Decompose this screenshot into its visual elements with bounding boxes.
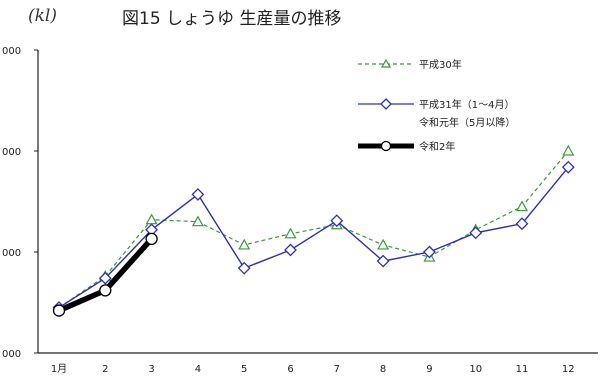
data-point	[377, 238, 390, 250]
y-tick-label: 000	[2, 248, 21, 259]
series-3	[52, 232, 158, 317]
data-point	[330, 214, 344, 228]
data-point	[284, 227, 297, 239]
legend-label-h31: 平成31年（1～4月）	[419, 98, 514, 111]
x-tick-label: 5	[241, 364, 247, 375]
legend-marker-h31	[380, 98, 392, 110]
legend-item-h30: 平成30年	[358, 58, 462, 71]
x-tick-label: 6	[287, 364, 293, 375]
data-point	[52, 304, 66, 317]
x-tick-label: 1月	[51, 363, 67, 375]
data-point	[562, 144, 575, 156]
y-tick-label: 000	[2, 349, 21, 360]
x-tick-label: 4	[195, 364, 201, 375]
x-tick-label: 9	[426, 364, 432, 375]
x-tick-label: 11	[516, 364, 529, 375]
legend-item-h31: 平成31年（1～4月） 令和元年（5月以降）	[358, 98, 515, 129]
x-tick-label: 2	[102, 364, 108, 375]
legend-label-r2: 令和2年	[419, 140, 455, 153]
series-layer	[52, 144, 575, 317]
data-point	[422, 245, 436, 259]
legend-marker-r2	[380, 140, 392, 152]
legend-marker-h30	[380, 58, 392, 68]
legend: 平成30年 平成31年（1～4月） 令和元年（5月以降） 令和2年	[358, 58, 515, 153]
data-point	[561, 160, 575, 174]
data-point	[237, 261, 251, 275]
data-point	[191, 188, 205, 201]
data-point	[191, 215, 204, 227]
data-point	[515, 217, 529, 231]
data-point	[515, 200, 529, 212]
data-point	[376, 254, 390, 268]
axes	[37, 50, 598, 354]
x-tick-label: 3	[148, 364, 154, 375]
x-ticks: 1月 2 3 4 5 6 7 8 9 10 11 12	[51, 363, 575, 375]
x-tick-label: 8	[380, 364, 386, 375]
series-line	[58, 166, 569, 309]
y-ticks: 000 000 000 000	[2, 46, 38, 360]
x-tick-label: 7	[334, 364, 340, 375]
y-tick-label: 000	[2, 147, 21, 158]
chart-title: 図15 しょうゆ 生産量の推移	[122, 9, 341, 29]
y-tick-label: 000	[2, 46, 21, 57]
data-point	[469, 226, 483, 240]
data-point	[145, 232, 158, 246]
data-point	[99, 284, 112, 297]
unit-label: (kl)	[28, 6, 57, 26]
legend-label-h30: 平成30年	[419, 58, 462, 71]
legend-label-r1: 令和元年（5月以降）	[419, 116, 515, 129]
legend-item-r2: 令和2年	[358, 140, 455, 153]
x-tick-label: 10	[469, 364, 482, 375]
data-point	[284, 243, 297, 257]
data-point	[238, 238, 251, 250]
data-point	[145, 213, 158, 225]
x-tick-label: 12	[562, 364, 575, 375]
series-2	[52, 160, 575, 314]
data-point	[98, 271, 112, 285]
